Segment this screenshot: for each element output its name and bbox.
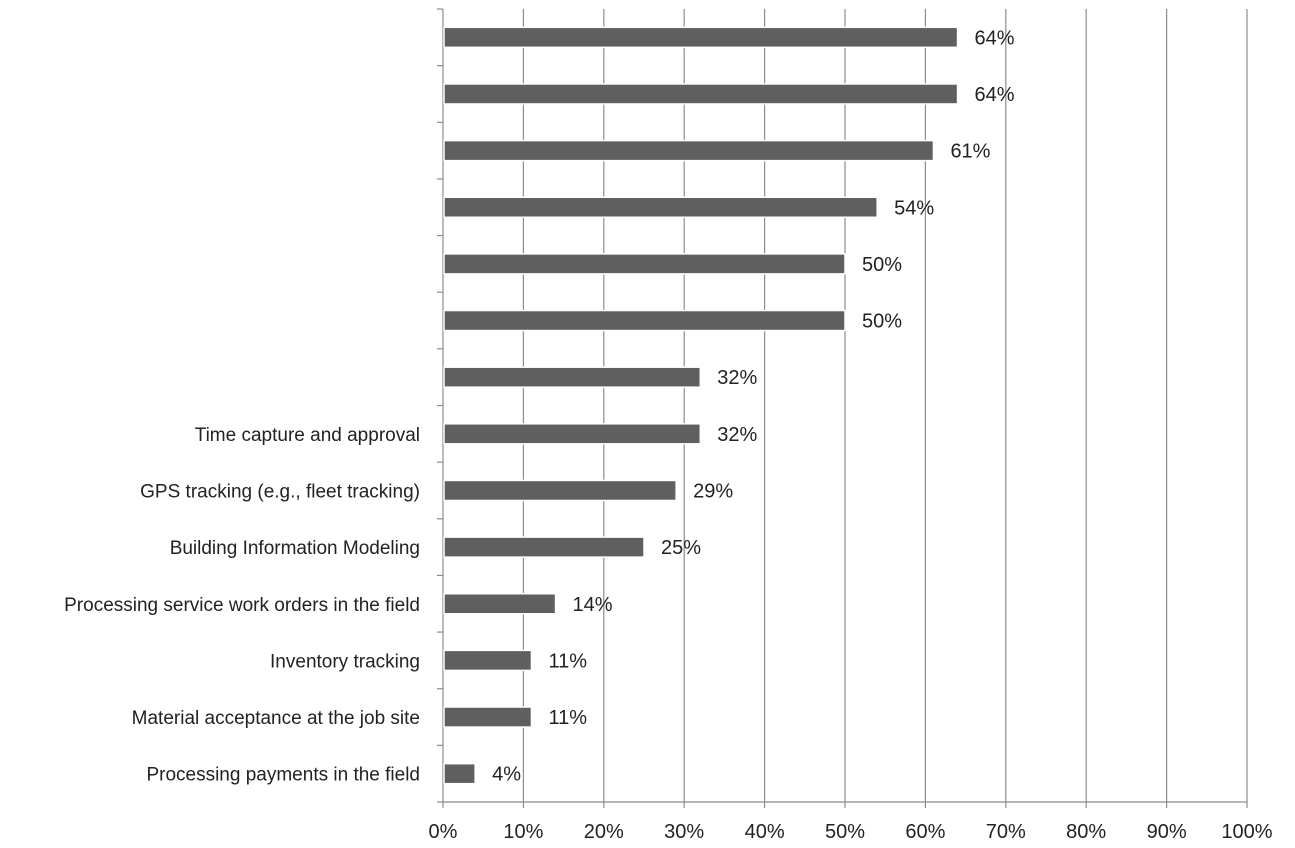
data-label: 4% <box>492 764 521 786</box>
x-tick-label: 50% <box>825 821 865 843</box>
bar <box>443 706 533 728</box>
data-labels: 64% 64% 61% 54% 50% 50% 32% 32% 29% 25% 14% 11% 11% 4… <box>492 27 1015 785</box>
bar <box>443 649 533 672</box>
data-label: 64% <box>975 27 1015 49</box>
data-label: 54% <box>894 197 934 219</box>
bar <box>443 593 557 615</box>
category-labels: Time capture and approval GPS tracking (e… <box>64 425 420 786</box>
y-axis <box>437 8 444 803</box>
bar <box>443 253 846 275</box>
bar <box>443 83 959 105</box>
category-label: Inventory tracking <box>270 651 420 672</box>
category-label: Building Information Modeling <box>170 538 420 559</box>
data-label: 25% <box>661 537 701 559</box>
bar <box>443 423 702 445</box>
bar <box>443 762 476 785</box>
data-label: 64% <box>975 84 1015 106</box>
data-label: 32% <box>717 424 757 446</box>
data-label: 14% <box>573 594 613 616</box>
x-tick-label: 60% <box>905 821 945 843</box>
x-axis: 0% 10% 20% 30% 40% 50% 60% 70% 80% 90% 100% <box>429 801 1273 843</box>
x-tick-label: 100% <box>1221 821 1272 843</box>
category-label: Processing payments in the field <box>146 765 420 786</box>
x-tick-label: 10% <box>503 821 543 843</box>
gridlines <box>522 9 1248 802</box>
x-tick-label: 90% <box>1147 821 1187 843</box>
bars <box>443 26 959 785</box>
bar <box>443 536 645 558</box>
bar <box>443 139 935 162</box>
data-label: 32% <box>717 367 757 389</box>
x-tick-label: 40% <box>745 821 785 843</box>
data-label: 29% <box>693 480 733 502</box>
bar <box>443 479 677 502</box>
bar <box>443 26 959 49</box>
category-label: Processing service work orders in the fi… <box>64 595 420 616</box>
data-label: 61% <box>950 141 990 163</box>
data-label: 11% <box>548 650 587 672</box>
bar <box>443 196 878 218</box>
x-tick-label: 70% <box>986 821 1026 843</box>
data-label: 11% <box>548 707 587 729</box>
x-tick-label: 20% <box>584 821 624 843</box>
bar <box>443 366 702 388</box>
data-label: 50% <box>862 254 902 276</box>
x-tick-label: 0% <box>429 821 458 843</box>
bar <box>443 309 846 332</box>
category-label: GPS tracking (e.g., fleet tracking) <box>140 481 420 502</box>
data-label: 50% <box>862 311 902 333</box>
x-tick-label: 30% <box>664 821 704 843</box>
category-label: Material acceptance at the job site <box>132 708 420 729</box>
category-label: Time capture and approval <box>195 425 420 446</box>
x-tick-label: 80% <box>1066 821 1106 843</box>
